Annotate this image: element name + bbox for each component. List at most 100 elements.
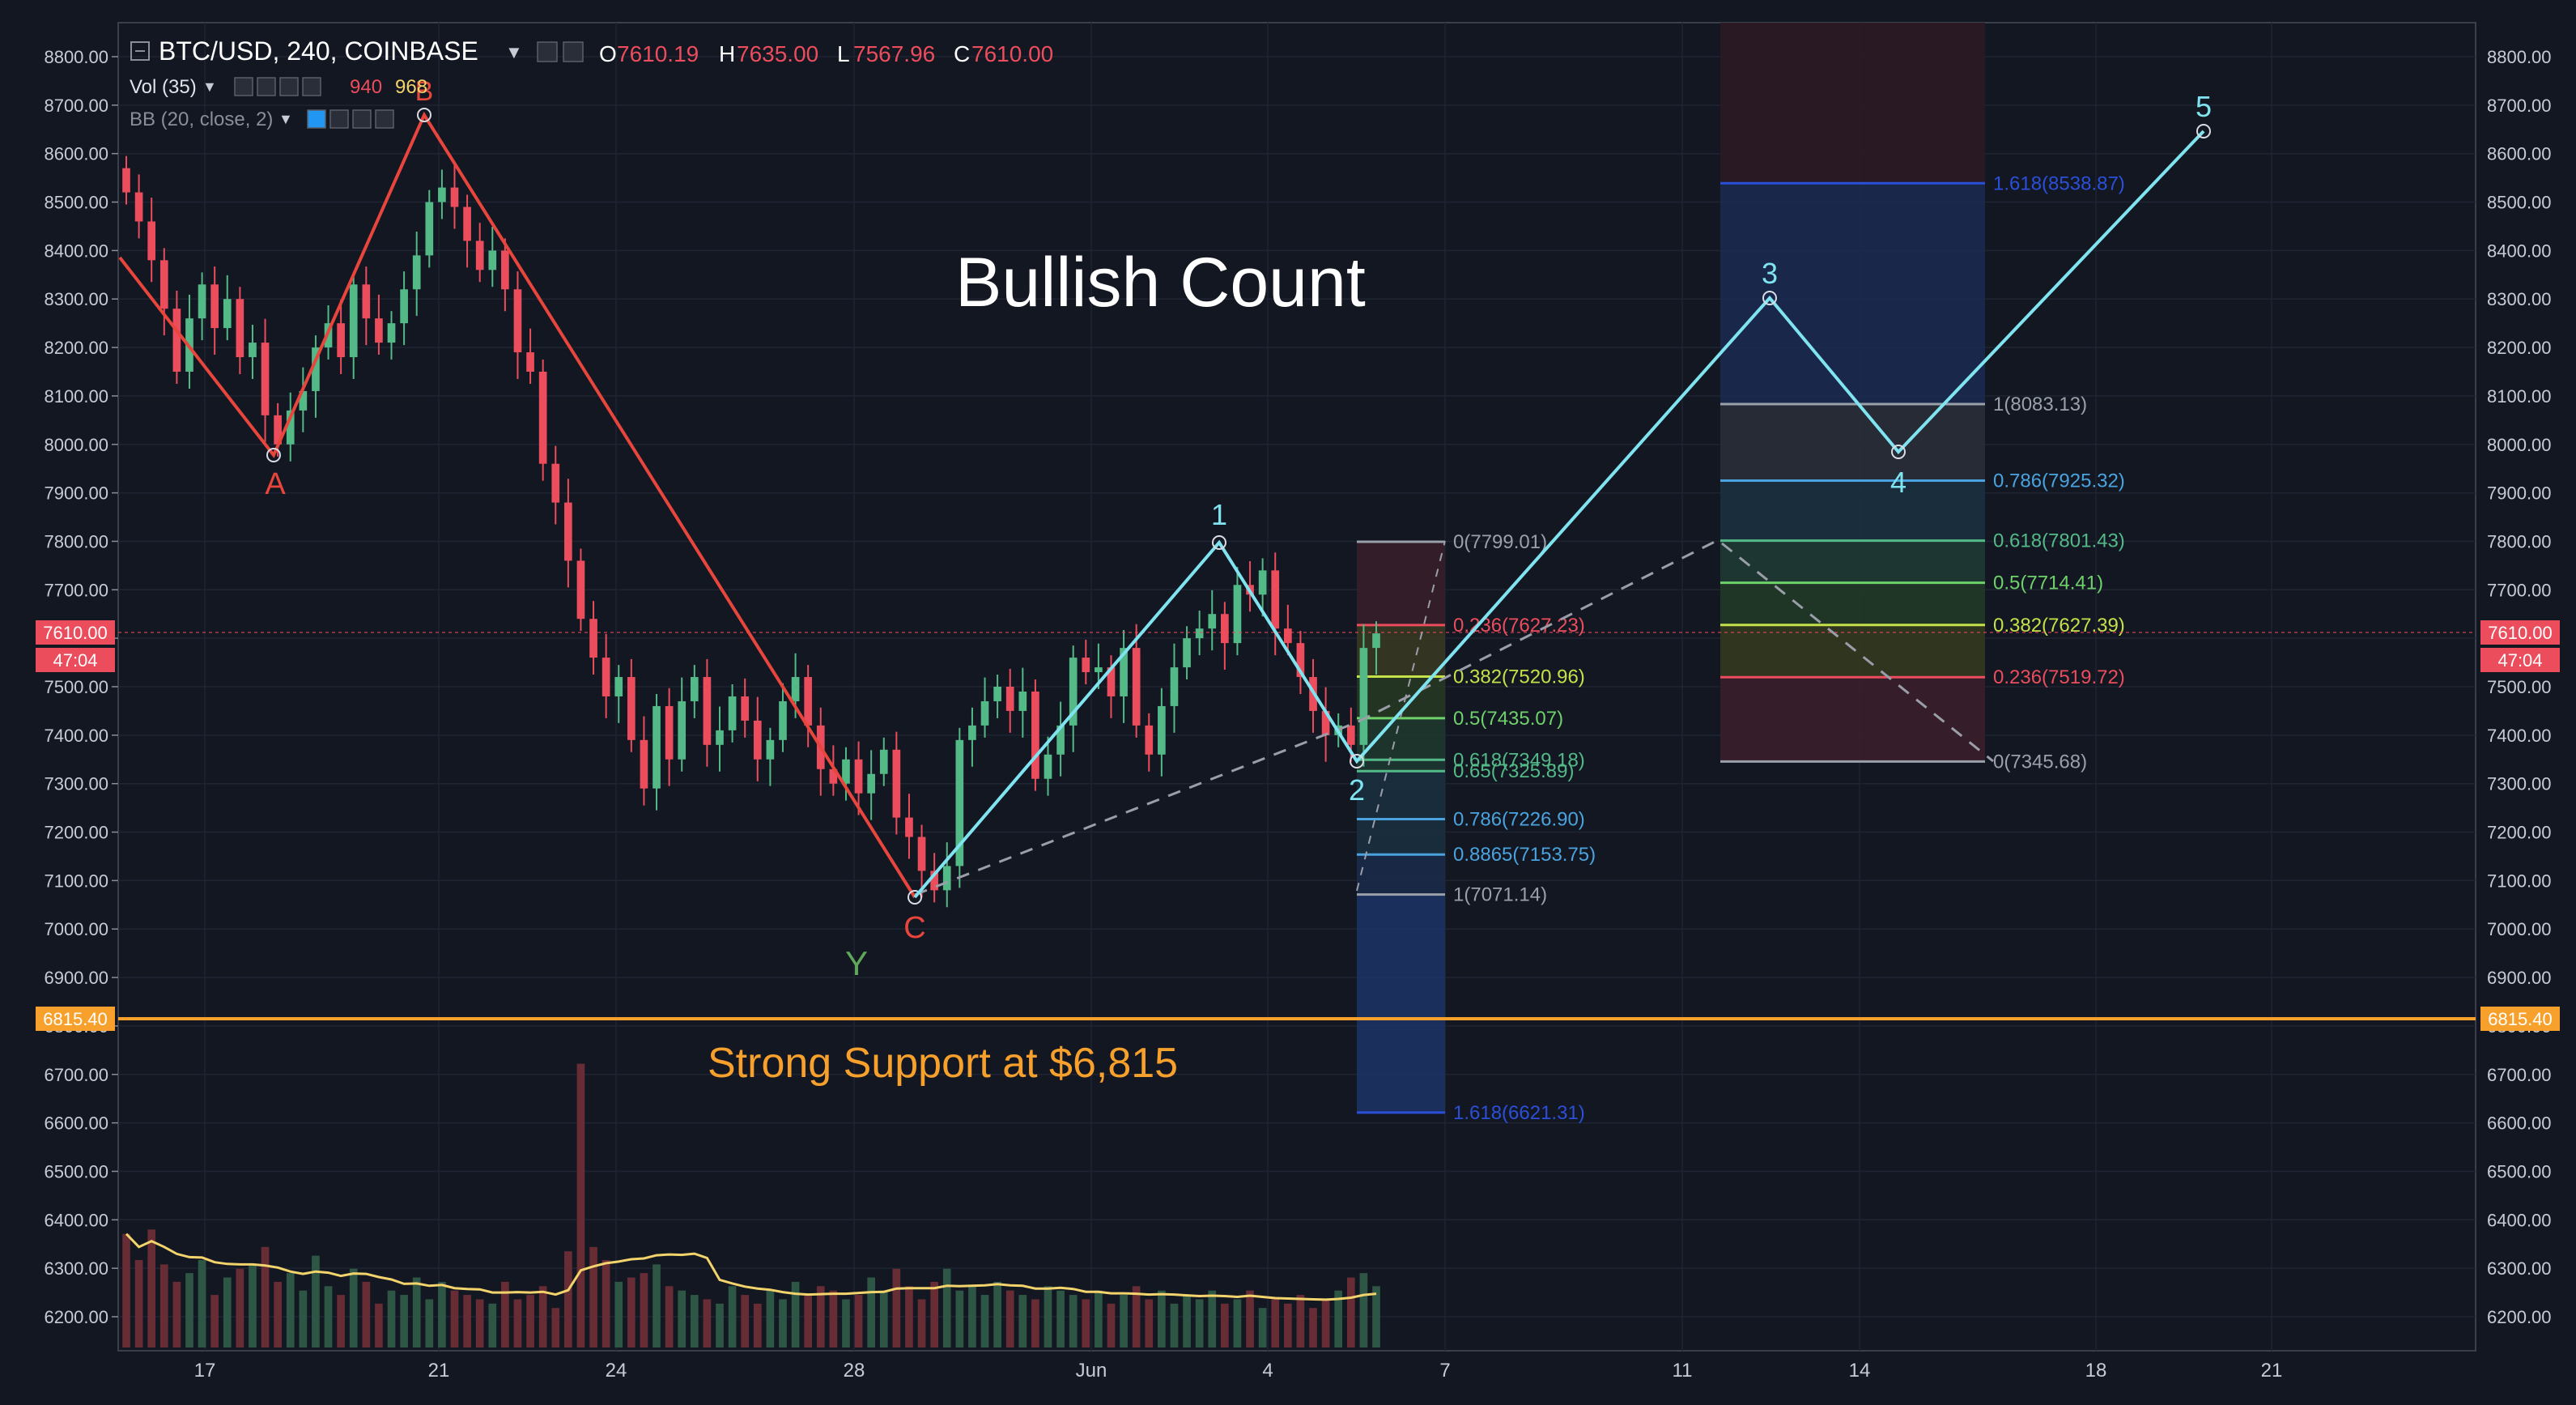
fib-zone — [1357, 542, 1445, 625]
volume-bar — [1309, 1308, 1317, 1348]
volume-bar — [716, 1303, 724, 1348]
x-tick-label: 21 — [2261, 1360, 2283, 1382]
candle-body — [1031, 691, 1039, 779]
bb-dropdown-icon[interactable]: ▼ — [278, 111, 293, 127]
bb-add-icon[interactable] — [352, 109, 372, 129]
x-tick-label: 17 — [194, 1360, 216, 1382]
candle-body — [879, 749, 888, 774]
volume-bar — [816, 1286, 825, 1348]
candle-body — [147, 221, 156, 261]
volume-bar — [1195, 1299, 1204, 1348]
candle-body — [955, 739, 964, 866]
volume-bar — [601, 1259, 610, 1348]
candle-body — [753, 720, 762, 760]
candle-body — [375, 318, 383, 343]
candle-body — [274, 415, 282, 445]
y-tick-label: 7300.00 — [44, 774, 108, 794]
wave-label-y: Y — [845, 944, 868, 982]
candle-body — [1208, 614, 1217, 629]
volume-bar — [879, 1290, 888, 1348]
candlesticks — [122, 155, 1380, 908]
candle-body — [589, 619, 597, 658]
volume-visibility-icon[interactable] — [234, 77, 253, 96]
volume-remove-icon[interactable] — [302, 77, 321, 96]
y-tick-label: 7900.00 — [44, 483, 108, 504]
candle-body — [1120, 648, 1128, 696]
candle-body — [1359, 648, 1368, 745]
volume-bar — [412, 1277, 421, 1348]
y-tick-label: 6600.00 — [44, 1113, 108, 1134]
volume-bar — [475, 1299, 484, 1348]
volume-bar — [564, 1251, 572, 1348]
candle-body — [488, 250, 497, 270]
volume-bar — [450, 1290, 459, 1348]
candle-body — [779, 700, 787, 740]
candle-body — [337, 323, 345, 358]
volume-indicator-label[interactable]: Vol (35) — [130, 76, 197, 98]
volume-bar — [854, 1295, 863, 1348]
volume-bar — [1005, 1290, 1014, 1348]
countdown-badge-left — [36, 648, 115, 672]
bb-indicator-label[interactable]: BB (20, close, 2) — [130, 109, 273, 130]
bb-visibility-icon[interactable] — [307, 109, 326, 129]
candle-body — [172, 309, 181, 372]
x-tick-label: 11 — [1673, 1360, 1693, 1382]
visibility-icon[interactable] — [563, 41, 584, 62]
wave-label-c: C — [903, 911, 925, 945]
bb-settings-icon[interactable] — [329, 109, 349, 129]
candle-body — [993, 687, 1001, 701]
candle-body — [1082, 658, 1090, 673]
volume-bar — [842, 1299, 850, 1348]
volume-bar — [526, 1295, 534, 1348]
volume-settings-icon[interactable] — [257, 77, 276, 96]
symbol-title[interactable]: BTC/USD, 240, COINBASE — [159, 36, 478, 66]
volume-bar — [134, 1259, 143, 1348]
y-tick-label: 8000.00 — [2487, 435, 2552, 455]
y-tick-label: 7000.00 — [44, 919, 108, 939]
volume-bar — [299, 1290, 308, 1348]
y-tick-label: 8300.00 — [44, 289, 108, 309]
fib-level-label: 0.786(7925.32) — [1993, 470, 2125, 492]
candle-body — [741, 696, 750, 721]
collapse-icon[interactable] — [130, 41, 150, 61]
y-tick-label: 6300.00 — [44, 1258, 108, 1279]
volume-bar — [1258, 1308, 1267, 1348]
y-tick-label: 7100.00 — [44, 871, 108, 891]
y-tick-label: 7000.00 — [2487, 919, 2552, 939]
candle-body — [210, 284, 219, 329]
settings-icon[interactable] — [537, 41, 558, 62]
fib-level-label: 0(7345.68) — [1993, 751, 2087, 773]
volume-bar — [1283, 1303, 1292, 1348]
volume-bar — [1183, 1295, 1191, 1348]
candle-body — [134, 192, 143, 222]
candle-body — [842, 759, 850, 784]
volume-bar — [1372, 1286, 1380, 1348]
candle-body — [312, 347, 320, 391]
fib-level-label: 0.5(7714.41) — [1993, 573, 2103, 594]
candle-body — [829, 768, 838, 784]
fib-level-label: 1(8083.13) — [1993, 394, 2087, 415]
impulse-wave-line — [913, 130, 2205, 899]
x-tick-label: 7 — [1439, 1360, 1450, 1382]
volume-bar — [362, 1281, 371, 1348]
candle-body — [1183, 638, 1191, 668]
symbol-dropdown-icon[interactable]: ▼ — [505, 42, 523, 62]
y-tick-label: 7700.00 — [44, 580, 108, 600]
volume-add-icon[interactable] — [279, 77, 299, 96]
fib-level-label: 1.618(8538.87) — [1993, 172, 2125, 194]
volume-bar — [223, 1277, 232, 1348]
volume-dropdown-icon[interactable]: ▼ — [202, 79, 217, 95]
y-tick-label: 6200.00 — [2487, 1307, 2552, 1327]
candle-body — [1258, 570, 1267, 595]
candle-body — [690, 677, 699, 701]
fib-zone — [1720, 582, 1985, 625]
y-tick-label: 8500.00 — [44, 193, 108, 213]
volume-bar — [627, 1277, 635, 1348]
y-tick-label: 6400.00 — [2487, 1210, 2552, 1230]
bb-remove-icon[interactable] — [375, 109, 394, 129]
candle-body — [299, 390, 308, 411]
x-tick-label: 14 — [1849, 1360, 1871, 1382]
wave-point-4 — [1891, 445, 1906, 459]
